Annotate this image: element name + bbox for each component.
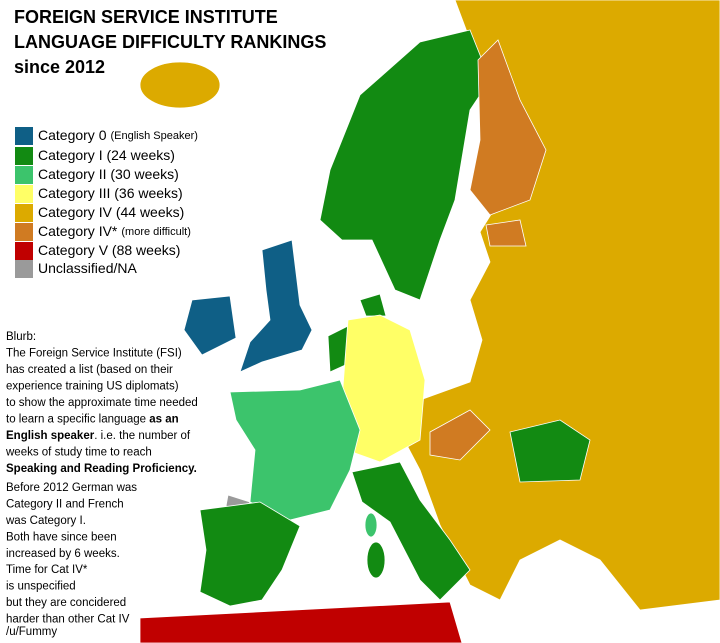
legend-swatch [15, 204, 33, 222]
sardinia [366, 541, 386, 579]
title-line: LANGUAGE DIFFICULTY RANKINGS [14, 32, 326, 52]
iceland [139, 61, 221, 109]
legend-text: Category II (30 weeks) [38, 166, 179, 182]
blurb-line: but they are concidered [6, 597, 126, 609]
blurb-line: has created a list (based on their [6, 364, 173, 376]
legend-label: Category IV (44 weeks) [38, 204, 184, 220]
legend-label: Category 0 (English Speaker) [38, 127, 198, 143]
blurb-run: increased by 6 weeks. [6, 548, 120, 560]
legend-label: Category I (24 weeks) [38, 147, 175, 163]
blurb-line: weeks of study time to reach [5, 447, 152, 459]
legend-label: Unclassified/NA [38, 260, 137, 276]
blurb-line: Both have since been [6, 532, 117, 544]
france [229, 379, 361, 521]
legend-note: (English Speaker) [110, 130, 197, 142]
iberia [199, 501, 301, 607]
ireland [183, 295, 237, 356]
blurb-run: experience training US diplomats) [6, 381, 179, 393]
land [139, 0, 720, 643]
italy [351, 461, 471, 601]
blurb-line: English speaker. i.e. the number of [6, 430, 191, 442]
blurb-run: weeks of study time to reach [5, 447, 152, 459]
legend-swatch [15, 166, 33, 184]
blurb-run: was Category I. [5, 515, 86, 527]
legend-label: Category V (88 weeks) [38, 242, 180, 258]
blurb-run: The Foreign Service Institute (FSI) [6, 348, 182, 360]
credit: /u/Fummy [6, 626, 57, 638]
blurb-line: Before 2012 German was [6, 482, 137, 494]
eastern-europe [399, 0, 720, 611]
blurb-run: Both have since been [6, 532, 117, 544]
legend-swatch [15, 127, 33, 145]
blurb-line: Blurb: [6, 331, 36, 343]
legend-label: Category IV* (more difficult) [38, 223, 191, 239]
blurb-line: is unspecified [6, 581, 76, 593]
great-britain [239, 239, 313, 373]
scandinavia [319, 29, 491, 301]
blurb-line: to learn a specific language as an [6, 414, 179, 426]
blurb-run: but they are concidered [6, 597, 126, 609]
blurb-run: to learn a specific language [6, 414, 149, 426]
legend-label: Category III (36 weeks) [38, 185, 183, 201]
romania [509, 419, 591, 483]
legend-text: Category IV (44 weeks) [38, 204, 184, 220]
hungary [429, 409, 491, 461]
legend-swatch [15, 147, 33, 165]
legend-swatch [15, 223, 33, 241]
legend-swatch [15, 260, 33, 278]
blurb-run: to show the approximate time needed [6, 397, 198, 409]
blurb-run: is unspecified [6, 581, 76, 593]
legend-text: Category IV* [38, 223, 118, 239]
blurb-run: has created a list (based on their [6, 364, 173, 376]
blurb-line: was Category I. [5, 515, 86, 527]
finland [469, 39, 547, 216]
legend-label: Category II (30 weeks) [38, 166, 179, 182]
legend-text: Category III (36 weeks) [38, 185, 183, 201]
blurb-line: increased by 6 weeks. [6, 548, 120, 560]
blurb-run: Before 2012 German was [6, 482, 137, 494]
blurb-line: experience training US diplomats) [6, 381, 179, 393]
legend-text: Unclassified/NA [38, 260, 137, 276]
blurb-run: English speaker [6, 430, 95, 442]
legend-swatch [15, 242, 33, 260]
corsica [364, 512, 378, 538]
blurb-run: harder than other Cat IV [6, 614, 130, 626]
blurb-line: harder than other Cat IV [6, 614, 130, 626]
blurb-run: Time for Cat IV* [6, 564, 88, 576]
blurb-line: to show the approximate time needed [6, 397, 198, 409]
title-line: FOREIGN SERVICE INSTITUTE [14, 7, 278, 27]
legend-swatch [15, 185, 33, 203]
blurb-line: Category II and French [6, 499, 124, 511]
legend-text: Category V (88 weeks) [38, 242, 180, 258]
estonia [485, 219, 527, 247]
blurb-run: Category II and French [6, 499, 124, 511]
blurb-run: Blurb: [6, 331, 36, 343]
denmark [359, 293, 387, 317]
title-line: since 2012 [14, 57, 105, 77]
legend-text: Category I (24 weeks) [38, 147, 175, 163]
legend-text: Category 0 [38, 127, 107, 143]
blurb-line: Time for Cat IV* [6, 564, 88, 576]
north-africa [139, 601, 463, 643]
labels: FOREIGN SERVICE INSTITUTE LANGUAGE DIFFIC… [5, 7, 326, 638]
blurb-line: The Foreign Service Institute (FSI) [6, 348, 182, 360]
blurb-run: as an [149, 414, 178, 426]
blurb-line: Speaking and Reading Proficiency. [6, 463, 197, 475]
legend-note: (more difficult) [121, 226, 190, 238]
blurb-run: Speaking and Reading Proficiency. [6, 463, 197, 475]
blurb-run: . i.e. the number of [94, 430, 191, 442]
